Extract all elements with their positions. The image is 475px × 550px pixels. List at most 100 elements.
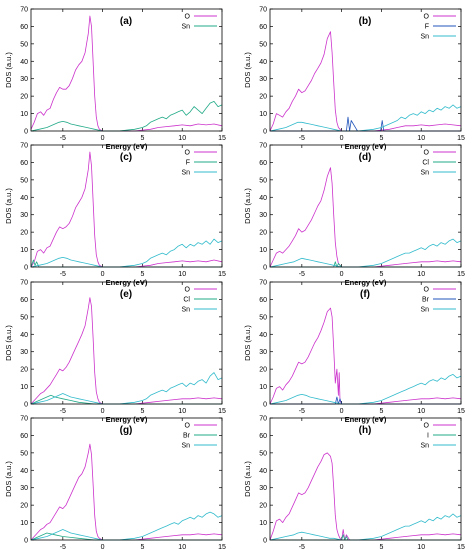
y-tick-label: 30 [259,349,267,356]
x-tick-label: 5 [379,271,383,278]
y-tick-label: 20 [259,503,267,510]
y-tick-label: 20 [259,94,267,101]
dos-panel: 0 10 20 30 40 50 60 70 -5 0 5 10 15 Energy (eV) DOS (a… [243,416,465,550]
y-tick-label: 70 [259,416,267,423]
y-tick-label: 70 [259,143,267,150]
series-line-sn [269,513,462,541]
legend-label: O [424,14,430,21]
y-tick-label: 50 [259,177,267,184]
series-line-sn [30,372,223,405]
y-tick-label: 30 [259,212,267,219]
x-tick-label: 5 [140,271,144,278]
series-line-o [30,15,223,132]
x-axis-label: Energy (eV) [106,278,148,287]
y-tick-label: 50 [259,41,267,48]
y-tick-label: 0 [263,129,267,136]
x-tick-label: -5 [60,135,66,142]
dos-panel: 0 10 20 30 40 50 60 70 -5 0 5 10 15 Energy (eV) DOS (a… [243,7,465,152]
x-tick-label: 0 [340,135,344,142]
y-tick-label: 0 [24,265,28,272]
x-tick-label: -5 [299,408,305,415]
y-axis-label: DOS (a.u.) [4,188,13,224]
series-line-o [269,31,462,132]
y-tick-label: 70 [20,143,28,150]
plot-frame [30,417,223,541]
legend-label: O [424,150,430,157]
plot-frame [269,417,462,541]
legend-label: O [424,423,430,430]
y-tick-label: 0 [24,538,28,545]
x-tick-label: 0 [101,408,105,415]
legend-label: F [425,24,429,31]
y-tick-label: 0 [24,402,28,409]
plot-frame [30,8,223,132]
x-tick-label: -5 [299,271,305,278]
y-tick-label: 30 [20,76,28,83]
series-line-sn [30,238,223,268]
dos-panel: 0 10 20 30 40 50 60 70 -5 0 5 10 15 Energy (eV) DOS (a… [4,416,226,550]
legend-label: Sn [420,443,429,450]
legend-label: O [424,287,430,294]
y-tick-label: 10 [20,247,28,254]
x-tick-label: 5 [379,408,383,415]
x-tick-label: -5 [60,544,66,550]
x-tick-label: 10 [417,135,425,142]
series-line-sn [269,373,462,405]
y-tick-label: 40 [20,195,28,202]
y-axis-label: DOS (a.u.) [243,188,252,224]
x-tick-label: 0 [340,544,344,550]
x-tick-label: 10 [178,544,186,550]
y-tick-label: 30 [259,76,267,83]
legend-label: O [185,287,191,294]
legend-label: Sn [420,170,429,177]
plot-frame [269,8,462,132]
legend-label: Sn [420,34,429,41]
y-axis-label: DOS (a.u.) [243,461,252,497]
x-tick-label: 15 [457,544,465,550]
x-tick-label: 15 [457,271,465,278]
y-tick-label: 60 [20,297,28,304]
dos-panel: 0 10 20 30 40 50 60 70 -5 0 5 10 15 Energy (eV) DOS (a… [243,143,465,288]
legend-label: O [185,423,191,430]
y-tick-label: 10 [20,111,28,118]
series-line-sn [30,511,223,541]
x-tick-label: 15 [457,408,465,415]
x-tick-label: 5 [140,408,144,415]
panel-label: (a) [120,16,132,27]
y-tick-label: 60 [259,297,267,304]
y-tick-label: 50 [20,41,28,48]
x-tick-label: 15 [218,408,226,415]
y-tick-label: 50 [20,177,28,184]
y-tick-label: 50 [259,314,267,321]
y-tick-label: 0 [263,402,267,409]
y-tick-label: 40 [20,332,28,339]
y-tick-label: 20 [259,367,267,374]
x-tick-label: -5 [60,408,66,415]
y-tick-label: 40 [20,468,28,475]
y-tick-label: 0 [263,538,267,545]
series-line-sn [269,238,462,268]
y-tick-label: 10 [259,247,267,254]
y-tick-label: 10 [20,520,28,527]
x-tick-label: 0 [340,271,344,278]
x-tick-label: 5 [140,544,144,550]
y-tick-label: 60 [259,160,267,167]
y-tick-label: 50 [20,314,28,321]
y-tick-label: 20 [20,230,28,237]
y-tick-label: 20 [20,367,28,374]
y-tick-label: 30 [20,212,28,219]
legend-label: O [185,14,191,21]
y-tick-label: 60 [20,160,28,167]
x-tick-label: 0 [101,135,105,142]
y-tick-label: 30 [259,485,267,492]
series-line-o [269,307,462,405]
panel-label: (b) [359,16,372,27]
panel-label: (h) [359,425,372,436]
y-tick-label: 0 [24,129,28,136]
x-tick-label: -5 [299,544,305,550]
dos-panel: 0 10 20 30 40 50 60 70 -5 0 5 10 15 Energy (eV) DOS (a… [4,143,226,288]
x-tick-label: 10 [417,271,425,278]
x-tick-label: 10 [417,544,425,550]
panel-label: (e) [120,289,132,300]
y-tick-label: 40 [20,59,28,66]
